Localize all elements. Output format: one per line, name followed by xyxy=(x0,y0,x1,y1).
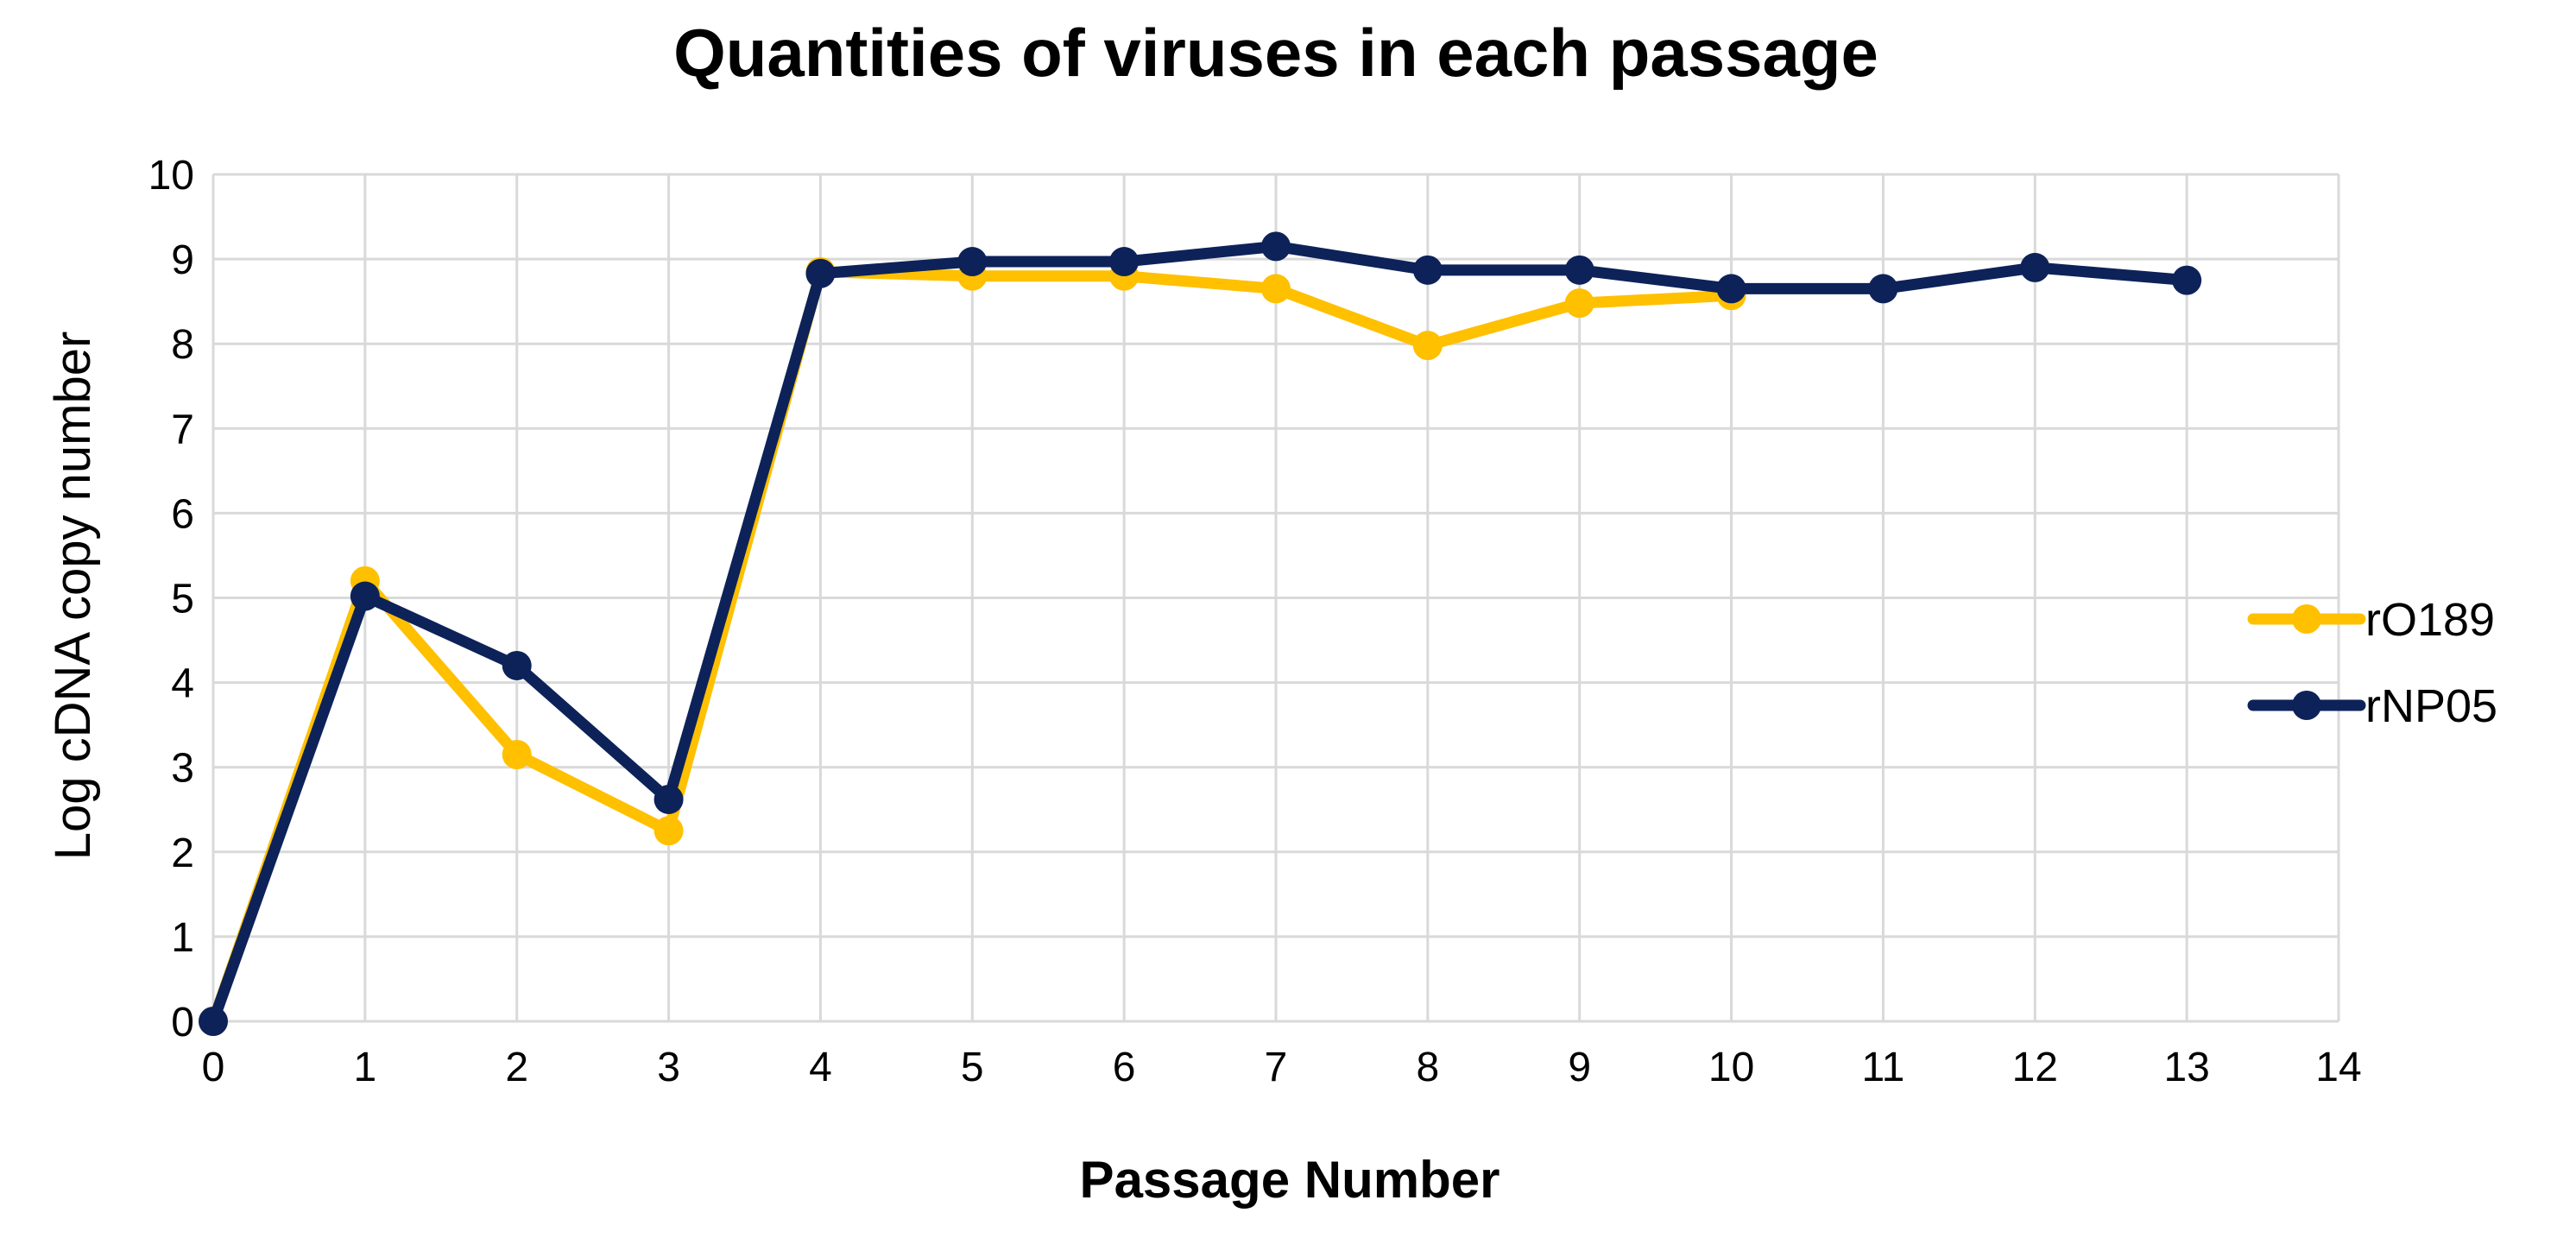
y-tick-label: 3 xyxy=(171,746,194,792)
data-point xyxy=(1868,274,1898,304)
data-point xyxy=(1412,255,1443,285)
y-tick-label: 4 xyxy=(171,661,194,707)
series-line xyxy=(207,240,2193,1027)
x-tick-label: 12 xyxy=(2012,1045,2058,1090)
data-point xyxy=(2172,265,2202,295)
series-rNP05 xyxy=(199,231,2202,1036)
y-tick-label: 1 xyxy=(171,915,194,961)
data-point xyxy=(1564,288,1594,319)
data-point xyxy=(805,258,836,288)
data-point xyxy=(199,1007,228,1036)
x-tick-label: 10 xyxy=(1708,1045,1754,1090)
data-point xyxy=(350,581,380,611)
x-tick-label: 3 xyxy=(657,1045,680,1090)
legend-label: rO189 xyxy=(2365,594,2495,646)
data-point xyxy=(653,816,684,846)
x-tick-label: 7 xyxy=(1265,1045,1288,1090)
y-tick-label: 2 xyxy=(171,831,194,876)
chart-title: Quantities of viruses in each passage xyxy=(673,15,1878,91)
data-point xyxy=(1412,331,1443,361)
y-axis-title: Log cDNA copy number xyxy=(45,332,101,861)
data-point xyxy=(653,784,684,814)
legend-item: rNP05 xyxy=(2247,680,2497,732)
x-axis-ticks: 0 1 2 3 4 5 6 7 8 9 10 11 12 13 14 xyxy=(202,1045,2362,1090)
legend-item: rO189 xyxy=(2247,594,2495,646)
x-tick-label: 4 xyxy=(809,1045,832,1090)
x-axis-title: Passage Number xyxy=(1080,1151,1500,1209)
data-point xyxy=(1716,274,1746,304)
x-tick-label: 5 xyxy=(961,1045,984,1090)
data-point xyxy=(1261,274,1291,304)
y-tick-label: 7 xyxy=(171,407,194,452)
legend: rO189 rNP05 xyxy=(2247,594,2497,732)
y-tick-label: 8 xyxy=(171,322,194,368)
legend-marker xyxy=(2292,691,2321,720)
data-point xyxy=(1564,255,1594,285)
y-tick-label: 5 xyxy=(171,577,194,622)
y-axis-ticks: 0 1 2 3 4 5 6 7 8 9 10 xyxy=(148,153,194,1045)
data-point xyxy=(1109,247,1140,277)
x-tick-label: 8 xyxy=(1417,1045,1440,1090)
data-point xyxy=(2020,252,2050,282)
series-layer xyxy=(199,231,2202,1036)
y-tick-label: 6 xyxy=(171,491,194,537)
x-tick-label: 1 xyxy=(354,1045,377,1090)
x-tick-label: 9 xyxy=(1568,1045,1591,1090)
x-tick-label: 14 xyxy=(2315,1045,2361,1090)
data-point xyxy=(502,650,532,680)
x-tick-label: 6 xyxy=(1113,1045,1136,1090)
data-point xyxy=(502,739,532,769)
x-tick-label: 2 xyxy=(505,1045,528,1090)
x-tick-label: 13 xyxy=(2163,1045,2209,1090)
y-tick-label: 0 xyxy=(171,1000,194,1045)
data-point xyxy=(957,247,988,277)
x-tick-label: 11 xyxy=(1862,1045,1905,1090)
legend-label: rNP05 xyxy=(2365,680,2497,732)
legend-marker xyxy=(2292,604,2321,634)
y-tick-label: 9 xyxy=(171,237,194,283)
x-tick-label: 0 xyxy=(202,1045,225,1090)
data-point xyxy=(1261,231,1291,262)
y-tick-label: 10 xyxy=(148,153,194,199)
